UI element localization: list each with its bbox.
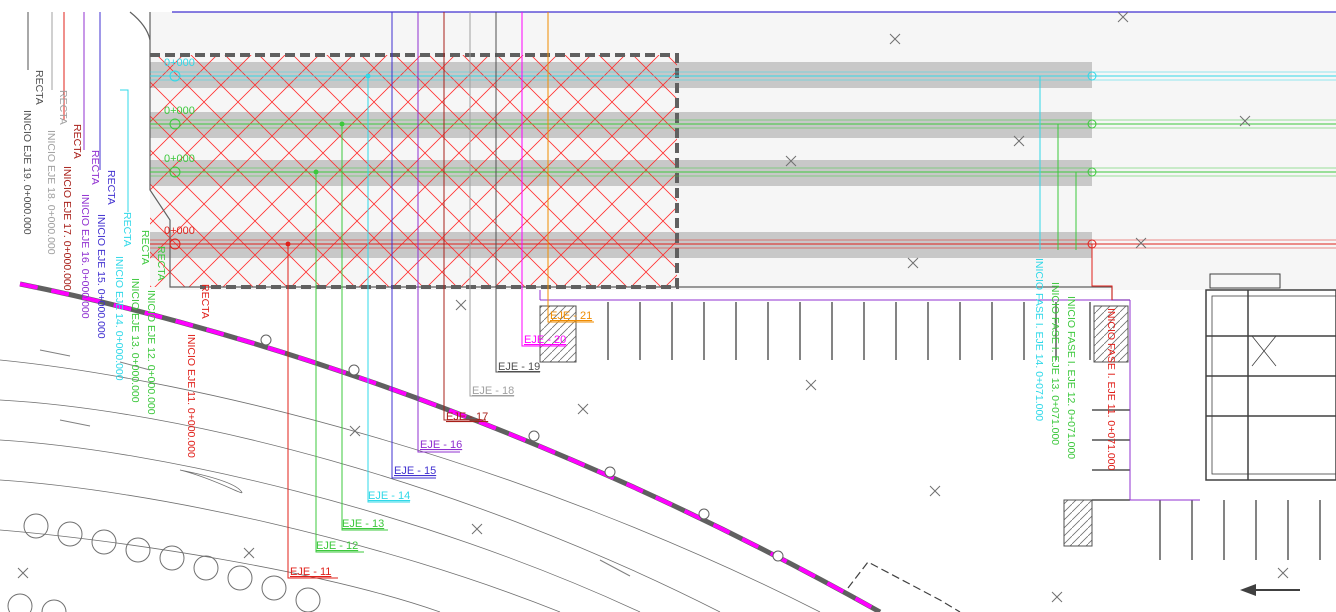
label-inicio-eje-13: INICIO EJE 13. 0+000.000 [129,278,141,403]
label-eje-12: EJE - 12 [316,540,358,552]
chainage-second: 0+000 [164,105,195,117]
chainage-bottom: 0+000 [164,225,195,237]
label-inicio-eje-14: INICIO EJE 14. 0+000.000 [113,256,125,381]
label-inicio-eje-19: INICIO EJE 19. 0+000.000 [21,110,33,235]
left-curb [129,11,151,41]
hatched-zone [150,55,677,287]
leader-lines [120,12,1113,579]
track-axes [150,70,1336,250]
parking-stalls [539,290,1321,560]
vertical-labels-right: INICIO FASE I. EJE 14. 0+071.000 INICIO … [1033,258,1117,471]
purple-boundary [1129,300,1200,501]
label-eje-16: EJE - 16 [420,439,462,451]
tree-row [7,513,321,612]
chainage-top: 0+000 [164,57,195,69]
road-edge-magenta [19,282,881,612]
label-recta-18: RECTA [57,90,69,125]
label-recta-14: RECTA [121,212,133,247]
label-eje-13: EJE - 13 [342,518,384,530]
label-inicio-eje-12: INICIO EJE 12. 0+000.000 [145,290,157,415]
label-eje-15: EJE - 15 [394,465,436,477]
label-eje-20: EJE - 20 [524,334,566,346]
label-eje-14: EJE - 14 [368,490,410,502]
hatched-island-right [1093,305,1129,363]
label-eje-11: EJE - 11 [290,566,331,578]
road-lines [0,359,821,612]
label-recta-12: RECTA [155,246,167,281]
label-inicio-eje-11: INICIO EJE 11. 0+000.000 [185,334,197,458]
hatched-island-lower [1063,499,1093,547]
road-edge-circles [260,334,784,562]
label-recta-13: RECTA [139,230,151,265]
label-fase-eje-11: INICIO FASE I. EJE 11. 0+071.000 [1105,308,1117,471]
label-inicio-eje-18: INICIO EJE 18. 0+000.000 [45,130,57,255]
label-inicio-eje-15: INICIO EJE 15. 0+000.000 [95,214,107,339]
label-recta-11: RECTA [199,284,211,319]
label-inicio-eje-17: INICIO EJE 17. 0+000.000 [61,166,73,291]
direction-arrow [1240,584,1300,596]
cross-marks [17,11,1289,603]
chainage-third: 0+000 [164,153,195,165]
label-fase-eje-13: INICIO FASE I. EJE 13. 0+071.000 [1049,282,1061,445]
label-fase-eje-12: INICIO FASE I. EJE 12. 0+071.000 [1065,296,1077,459]
label-eje-19: EJE - 19 [498,361,540,373]
label-eje-18: EJE - 18 [472,385,514,397]
label-inicio-eje-16: INICIO EJE 16. 0+000.000 [79,194,91,319]
eje-labels: EJE - 11 EJE - 12 EJE - 13 EJE - 14 EJE … [290,310,592,578]
label-recta-19: RECTA [33,70,45,105]
hatched-island [539,305,577,363]
label-recta-16: RECTA [89,150,101,185]
building [1205,273,1336,481]
dashed-zone [847,561,961,612]
label-eje-17: EJE - 17 [446,411,488,423]
label-recta-15: RECTA [105,170,117,205]
label-fase-eje-14: INICIO FASE I. EJE 14. 0+071.000 [1033,258,1045,421]
road-dashes [39,349,631,577]
label-eje-21: EJE - 21 [550,310,592,322]
left-axis-lines [27,12,101,170]
label-recta-17: RECTA [71,124,83,159]
vertical-labels-left: RECTA INICIO EJE 19. 0+000.000 RECTA INI… [21,70,211,458]
